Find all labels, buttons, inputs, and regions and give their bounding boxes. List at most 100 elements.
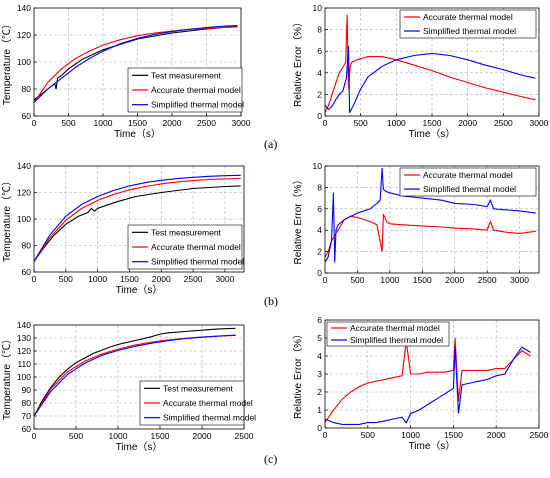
y-tick-label: 60 xyxy=(22,424,32,434)
legend-label-3: Simplified thermal model xyxy=(151,100,244,110)
x-tick-label: 500 xyxy=(69,431,83,441)
x-tick-label: 1000 xyxy=(94,118,113,128)
x-tick-label: 1500 xyxy=(151,431,170,441)
x-tick-label: 2000 xyxy=(152,274,171,284)
x-axis-label: Time（s） xyxy=(409,440,456,452)
x-tick-label: 500 xyxy=(61,118,75,128)
y-tick-label: 10 xyxy=(313,3,323,13)
y-tick-label: 140 xyxy=(17,161,31,171)
x-tick-label: 1500 xyxy=(413,275,432,285)
y-tick-label: 60 xyxy=(22,111,32,121)
legend-label-1: Test measurement xyxy=(151,70,222,80)
legend-label-3: Simplified thermal model xyxy=(151,257,244,267)
legend: Test measurement Accurate thermal model Si… xyxy=(127,67,244,113)
x-tick-label: 2000 xyxy=(445,275,464,285)
y-tick-label: 140 xyxy=(17,320,31,330)
panel-label-a: (a) xyxy=(264,137,278,151)
x-tick-label: 2000 xyxy=(163,118,182,128)
legend-label-1: Test measurement xyxy=(163,383,234,393)
y-tick-label: 10 xyxy=(313,161,323,171)
x-tick-label: 500 xyxy=(59,274,73,284)
legend-box xyxy=(399,167,537,197)
x-tick-label: 1000 xyxy=(401,430,420,440)
panel-label-c: (c) xyxy=(264,452,278,466)
chart-a-err: 0 2 4 6 8 10 0 500 1000 1500 2000 2500 3000 Time（s） Re… xyxy=(292,3,549,140)
y-tick-label: 80 xyxy=(22,398,32,408)
series-line-3 xyxy=(34,174,241,262)
y-axis-label: Relative Error（%） xyxy=(292,174,304,264)
x-tick-label: 2500 xyxy=(184,274,203,284)
legend-label-2: Accurate thermal model xyxy=(163,398,253,408)
series-line-1 xyxy=(325,213,536,258)
y-tick-label: 2 xyxy=(317,387,322,397)
y-tick-label: 120 xyxy=(17,188,31,198)
legend-label-3: Simplified thermal model xyxy=(163,413,256,423)
chart-a-temp: 60 80 100 120 140 0 500 1000 1500 2000 2500 3000 Tim… xyxy=(1,3,251,140)
y-tick-label: 130 xyxy=(17,333,31,343)
x-tick-label: 0 xyxy=(323,275,328,285)
x-tick-label: 2000 xyxy=(458,118,477,128)
x-tick-label: 1500 xyxy=(128,118,147,128)
x-tick-label: 500 xyxy=(361,430,375,440)
x-tick-label: 3000 xyxy=(530,118,549,128)
x-tick-label: 0 xyxy=(32,274,37,284)
y-tick-label: 3 xyxy=(317,369,322,379)
x-axis-label: Time（s） xyxy=(116,284,163,296)
x-tick-label: 0 xyxy=(323,430,328,440)
y-axis-label: Relative Error（%） xyxy=(292,329,304,419)
legend-label-2: Simplified thermal model xyxy=(423,184,516,194)
legend: Test measurement Accurate thermal model Si… xyxy=(127,224,244,270)
x-tick-label: 500 xyxy=(354,118,368,128)
series-line-2 xyxy=(34,177,241,262)
y-tick-label: 4 xyxy=(317,351,322,361)
x-tick-label: 2500 xyxy=(478,275,497,285)
series-line-1 xyxy=(34,327,236,417)
x-tick-label: 1000 xyxy=(380,275,399,285)
y-tick-label: 100 xyxy=(17,214,31,224)
y-tick-label: 4 xyxy=(317,68,322,78)
panel-label-b: (b) xyxy=(264,294,278,308)
x-tick-label: 2500 xyxy=(530,430,549,440)
x-tick-label: 2000 xyxy=(487,430,506,440)
x-tick-label: 3000 xyxy=(215,274,234,284)
series-line-1 xyxy=(34,185,241,262)
y-tick-label: 80 xyxy=(22,241,32,251)
x-tick-label: 0 xyxy=(32,431,37,441)
y-tick-label: 2 xyxy=(317,89,322,99)
y-tick-label: 0 xyxy=(317,423,322,433)
y-tick-label: 70 xyxy=(22,411,32,421)
series-line-1 xyxy=(325,337,531,423)
legend-label-2: Accurate thermal model xyxy=(151,85,241,95)
x-tick-label: 1000 xyxy=(88,274,107,284)
y-axis-label: Temperature（℃） xyxy=(1,334,13,420)
chart-b-err: 0 2 4 6 8 10 0 500 1000 1500 2000 2500 3000 Relative … xyxy=(292,161,540,285)
y-tick-label: 1 xyxy=(317,405,322,415)
chart-b-temp: 60 80 100 120 140 0 500 1000 1500 2000 2500 3000 Tim… xyxy=(1,161,245,296)
y-tick-label: 5 xyxy=(317,333,322,343)
x-axis-label: Time（s） xyxy=(116,441,163,453)
legend-box xyxy=(399,9,537,39)
y-tick-label: 90 xyxy=(22,385,32,395)
axes-box xyxy=(324,165,540,274)
legend-label-2: Simplified thermal model xyxy=(350,335,443,345)
x-tick-label: 1500 xyxy=(423,118,442,128)
legend: Accurate thermal model Simplified thermal… xyxy=(399,167,537,197)
x-tick-label: 2500 xyxy=(197,118,216,128)
series-line-1 xyxy=(325,14,536,114)
y-tick-label: 4 xyxy=(317,225,322,235)
x-tick-label: 1000 xyxy=(387,118,406,128)
y-tick-label: 140 xyxy=(17,3,31,13)
x-axis-label: Time（s） xyxy=(114,128,161,140)
x-tick-label: 2500 xyxy=(494,118,513,128)
legend-label-1: Accurate thermal model xyxy=(423,12,513,22)
y-tick-label: 120 xyxy=(17,346,31,356)
legend: Accurate thermal model Simplified thermal… xyxy=(326,321,450,347)
chart-c-temp: 60 70 80 90 100 110 120 130 140 0 500 1000 1500 2000 2… xyxy=(1,320,256,453)
x-tick-label: 2500 xyxy=(235,431,254,441)
legend-label-2: Accurate thermal model xyxy=(151,242,241,252)
y-tick-label: 120 xyxy=(17,30,31,40)
x-tick-label: 500 xyxy=(350,275,364,285)
y-tick-label: 6 xyxy=(317,46,322,56)
